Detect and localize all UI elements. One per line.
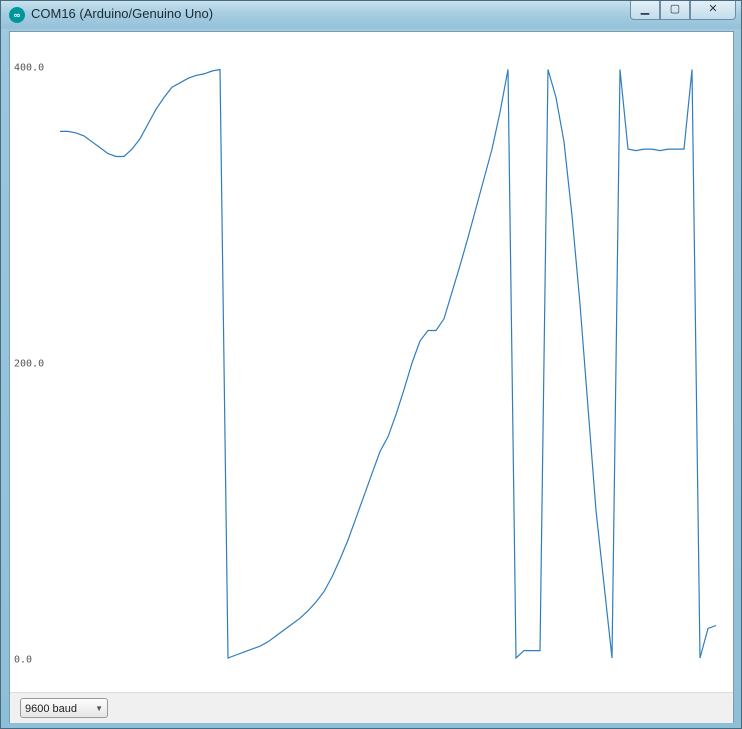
title-bar[interactable]: ∞ COM16 (Arduino/Genuino Uno) ▁ ▢ ✕ — [1, 1, 741, 29]
chevron-down-icon: ▼ — [95, 704, 103, 713]
window-controls: ▁ ▢ ✕ — [630, 1, 736, 21]
baud-rate-value: 9600 baud — [25, 703, 77, 715]
baud-rate-select[interactable]: 9600 baud ▼ — [20, 698, 108, 718]
plotter-bottom-bar: 9600 baud ▼ — [10, 692, 733, 723]
maximize-button[interactable]: ▢ — [660, 1, 690, 20]
close-button[interactable]: ✕ — [690, 1, 736, 20]
y-axis-label-max: 400.0 — [14, 62, 45, 74]
arduino-icon: ∞ — [9, 7, 25, 23]
y-axis-label-min: 0.0 — [14, 654, 33, 666]
serial-plot-canvas — [60, 68, 717, 660]
series-line — [60, 68, 717, 660]
plotter-client-area: 400.0 200.0 0.0 9600 baud ▼ — [9, 31, 734, 723]
window-title: COM16 (Arduino/Genuino Uno) — [31, 6, 214, 21]
minimize-button[interactable]: ▁ — [630, 1, 660, 20]
y-axis-label-mid: 200.0 — [14, 358, 45, 370]
